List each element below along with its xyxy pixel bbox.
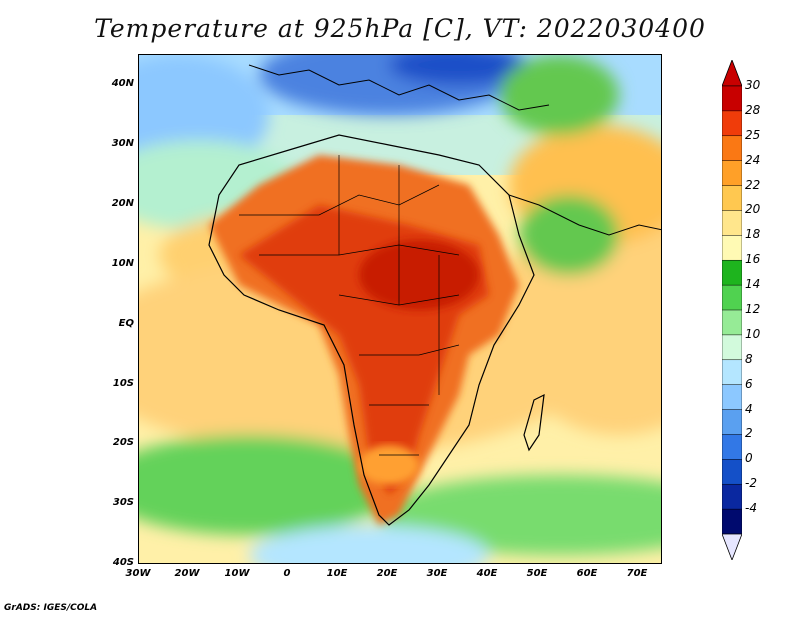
lon-label-50e: 50E [526, 568, 548, 579]
grads-credit: GrADS: IGES/COLA [4, 603, 98, 613]
lon-label-30w: 30W [125, 568, 151, 579]
colorbar-segment [722, 185, 742, 212]
colorbar-segment [722, 359, 742, 386]
colorbar-label: 0 [745, 451, 753, 466]
colorbar-label: -2 [745, 476, 757, 491]
lat-label-30s: 30S [112, 497, 134, 508]
lat-label-40s: 40S [112, 557, 134, 568]
colorbar-segment [722, 384, 742, 411]
colorbar-label: 22 [745, 177, 761, 192]
colorbar-label: -4 [745, 501, 757, 516]
colorbar-segment [722, 259, 742, 286]
map-title: Temperature at 925hPa [C], VT: 202203040… [94, 14, 706, 43]
lon-label-10w: 10W [224, 568, 250, 579]
lon-label-20e: 20E [376, 568, 398, 579]
temperature-map [138, 54, 662, 564]
colorbar-label: 20 [745, 202, 761, 217]
lon-label-10e: 10E [326, 568, 348, 579]
lat-label-20s: 20S [112, 437, 134, 448]
colorbar-segment [722, 85, 742, 112]
southern-warm-area [359, 445, 419, 485]
colorbar [722, 60, 742, 560]
lat-label-eq: EQ [118, 318, 134, 329]
africa-coastline [208, 134, 535, 526]
colorbar-label: 30 [745, 78, 761, 92]
lat-label-40n: 40N [111, 78, 134, 89]
lon-label-0: 0 [283, 568, 291, 579]
colorbar-segment [722, 409, 742, 436]
colorbar-label: 2 [745, 426, 753, 441]
colorbar-segment [722, 508, 742, 535]
colorbar-label: 25 [745, 127, 761, 142]
colorbar-label: 28 [745, 102, 761, 117]
colorbar-label: 12 [745, 302, 761, 316]
country-borders [239, 155, 460, 456]
temperature-field [139, 55, 661, 563]
colorbar-segment [722, 309, 742, 336]
colorbar-segment [722, 135, 742, 162]
colorbar-label: 18 [745, 227, 761, 242]
colorbar-tip-high [722, 60, 742, 87]
colorbar-label: 4 [745, 401, 753, 416]
colorbar-segment [722, 284, 742, 311]
hottest-core [359, 240, 479, 310]
madagascar-outline [523, 393, 545, 452]
lon-label-40e: 40E [476, 568, 498, 579]
colorbar-segment [722, 160, 742, 187]
colorbar-segment [722, 210, 742, 237]
colorbar-segment [722, 459, 742, 485]
colorbar-label: 8 [745, 351, 753, 366]
lat-label-30n: 30N [111, 138, 134, 149]
colorbar-segment [722, 434, 742, 461]
colorbar-label: 6 [745, 376, 753, 391]
colorbar-label: 24 [745, 152, 761, 167]
lon-label-20w: 20W [174, 568, 200, 579]
lat-label-20n: 20N [111, 198, 134, 209]
lon-label-70e: 70E [626, 568, 648, 579]
colorbar-segment [722, 334, 742, 361]
lat-label-10n: 10N [111, 258, 134, 269]
colorbar-tip-low [722, 533, 742, 560]
europe-coastline [248, 64, 550, 111]
colorbar-segment [722, 110, 742, 137]
colorbar-label: 14 [745, 277, 761, 292]
colorbar-segment [722, 235, 742, 261]
colorbar-label: 16 [745, 252, 761, 267]
colorbar-segment [722, 483, 742, 510]
lat-label-10s: 10S [112, 378, 134, 389]
lon-label-60e: 60E [576, 568, 598, 579]
lon-label-30e: 30E [426, 568, 448, 579]
colorbar-label: 10 [745, 326, 761, 341]
arabia-coastline [508, 194, 661, 236]
